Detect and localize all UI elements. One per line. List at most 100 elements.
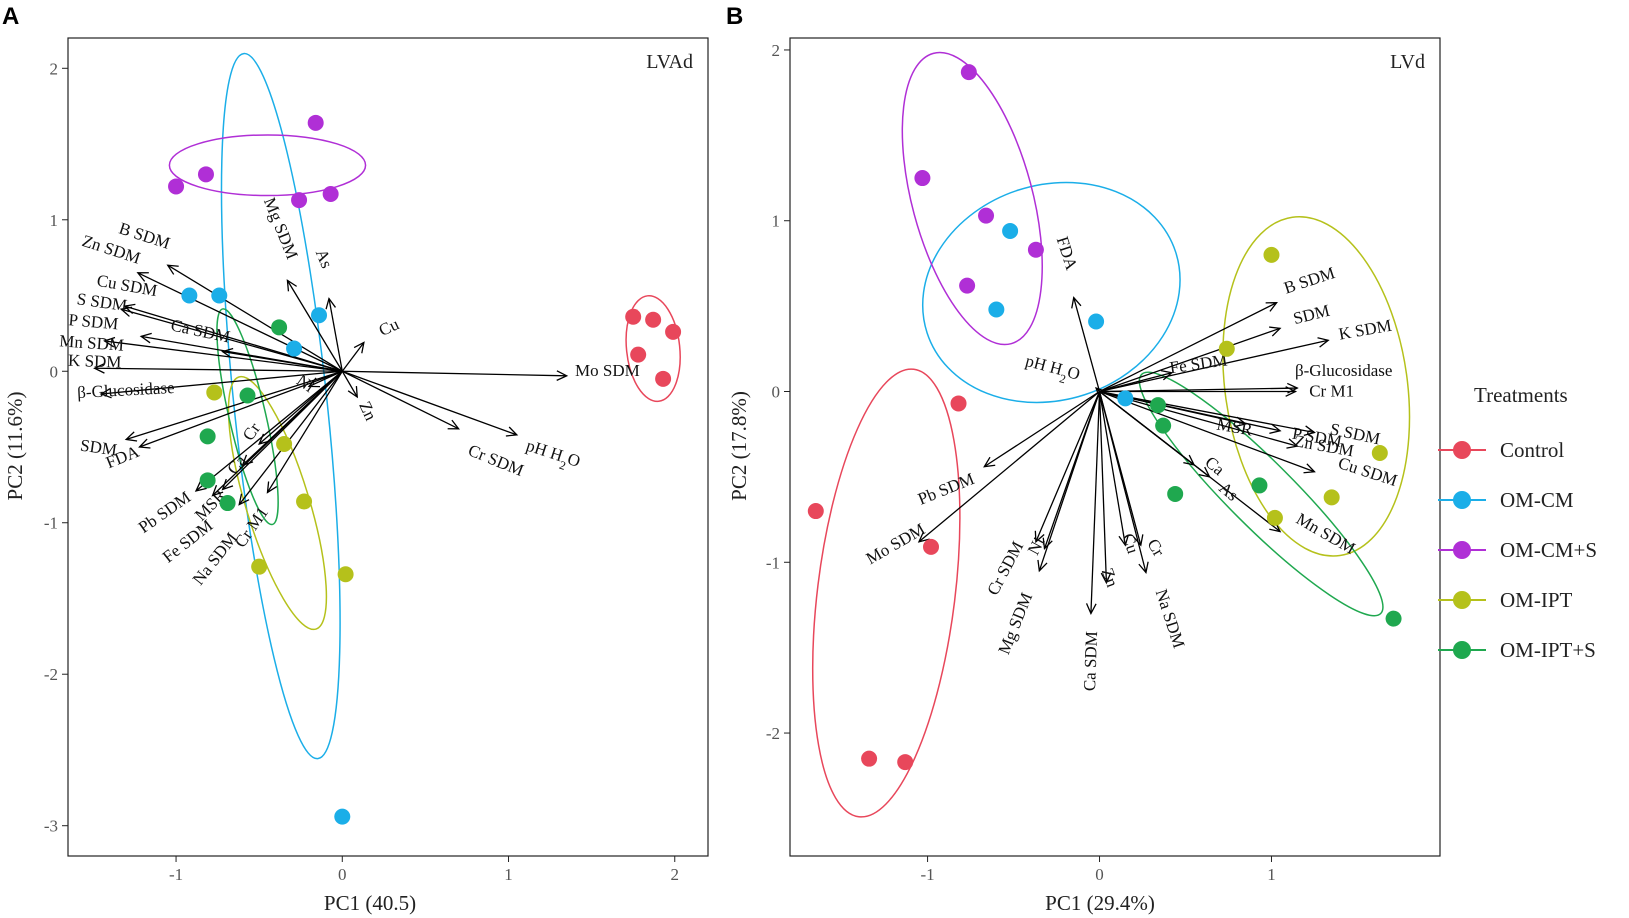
legend-label-control: Control — [1500, 438, 1564, 462]
loading-vector-zn — [1098, 391, 1108, 583]
ellipse-control — [811, 368, 961, 818]
panel-b-title: LVd — [1390, 51, 1425, 73]
point-om-cm-s — [978, 207, 995, 224]
panel-b-x-axis-title: PC1 (29.4%) — [1045, 891, 1155, 915]
loading-vector-zn — [341, 370, 358, 398]
arrowhead-msr — [221, 478, 234, 491]
panel-b-letter: B — [726, 3, 743, 30]
loading-vector-ca-sdm — [222, 350, 343, 372]
point-om-ipt-s — [1155, 417, 1172, 434]
point-om-ipt-s — [199, 428, 216, 445]
arrowhead-ca-sdm — [1085, 603, 1097, 615]
loading-label-ph-h2o: pH H2O — [522, 436, 583, 477]
point-om-cm-s — [291, 192, 308, 209]
arrowhead-cu — [353, 341, 365, 354]
point-om-cm — [311, 307, 328, 324]
point-control — [630, 346, 647, 363]
point-om-cm — [1117, 390, 1134, 407]
x-tick-label: 1 — [1267, 865, 1276, 884]
loading-vector-mg-sdm — [1038, 391, 1101, 572]
loading-vector-na-sdm — [1098, 391, 1147, 573]
loading-label-zn: Zn — [1098, 565, 1122, 590]
y-tick-label: 1 — [50, 211, 59, 230]
loading-vector-s-sdm — [121, 308, 343, 372]
arrowhead-mo-sdm — [556, 370, 569, 381]
point-om-cm-s — [168, 178, 185, 195]
loading-label-pb-sdm: Pb SDM — [915, 469, 977, 509]
y-tick-label: -3 — [44, 817, 58, 836]
loading-vector-cu-sdm — [1099, 390, 1315, 473]
panel-a-x-axis-title: PC1 (40.5) — [324, 891, 416, 915]
arrowhead-cr-sdm — [447, 419, 460, 430]
panel-a-ellipses — [168, 52, 681, 760]
loading-label-cu: Cu — [376, 314, 402, 340]
arrowhead-na-sdm — [1138, 561, 1149, 574]
loading-vector-zn-sdm — [137, 272, 343, 372]
loading-label-pb-sdm: Pb SDM — [135, 487, 194, 536]
loading-vector-na-sdm — [238, 370, 343, 505]
arrowhead-mg-sdm — [286, 279, 297, 292]
loading-label-b-sdm: B SDM — [1281, 263, 1337, 297]
point-om-ipt — [251, 558, 268, 575]
loading-label-ph-h2o: pH H2O — [1022, 351, 1082, 390]
arrowhead-b-sdm — [1265, 302, 1278, 312]
loading-label-p-sdm: P SDM — [68, 310, 119, 333]
loading-vector-glucosidase — [101, 370, 343, 395]
arrowhead-zn-sdm — [1286, 438, 1299, 449]
legend-dot-om-cm-s — [1453, 541, 1471, 559]
loading-vector-mg-sdm — [286, 280, 343, 372]
point-om-ipt — [296, 493, 313, 510]
point-om-ipt — [1371, 444, 1388, 461]
point-om-cm-s — [959, 277, 976, 294]
loading-vector-cu — [1098, 391, 1126, 546]
loading-vector-cu — [341, 342, 365, 372]
loading-vector-fda — [139, 370, 343, 448]
loading-label-cu-sdm: Cu SDM — [1336, 453, 1400, 490]
arrowhead-zn-sdm — [136, 272, 149, 282]
legend-title: Treatments — [1474, 383, 1568, 407]
loading-label-zn: Zn — [355, 398, 380, 424]
panel-a-letter: A — [2, 3, 19, 30]
point-om-ipt-s — [1167, 485, 1184, 502]
arrowhead-cr — [1133, 534, 1144, 547]
arrowhead-cr-m1 — [266, 481, 278, 494]
loading-label-as: As — [1215, 478, 1242, 505]
loading-label-glucosidase: β-Glucosidase — [1295, 361, 1392, 380]
loading-vector-s-sdm — [1099, 390, 1315, 434]
arrowhead-glucosidase — [99, 387, 112, 399]
loading-label-sdm: SDM — [79, 436, 118, 460]
point-control — [807, 503, 824, 520]
loading-vector-ph-h2o — [342, 370, 518, 436]
ellipse-om-cm — [220, 52, 341, 760]
arrowhead-s-sdm — [119, 306, 133, 317]
x-tick-label: 0 — [338, 865, 347, 884]
arrowhead-fda — [1071, 296, 1082, 309]
panel-a-plot-frame — [67, 37, 709, 857]
arrowhead-pb-sdm — [194, 480, 207, 492]
loading-vector-fda — [1073, 297, 1101, 392]
arrowhead-k-sdm — [93, 362, 105, 374]
arrowhead-mn-sdm — [103, 336, 116, 348]
x-tick-label: -1 — [920, 865, 934, 884]
x-tick-label: 1 — [504, 865, 513, 884]
ellipse-om-ipt — [1222, 216, 1411, 557]
panel-b-plot-frame — [789, 37, 1441, 857]
point-om-cm-s — [322, 186, 339, 203]
loading-vector-as — [328, 298, 343, 372]
panel-a-y-axis-title: PC2 (11.6%) — [3, 392, 27, 501]
point-control — [625, 308, 642, 325]
loading-label-cr-m1: Cr M1 — [1309, 382, 1354, 401]
loading-label-fe-sdm: Fe SDM — [1168, 350, 1228, 377]
loading-vector-as — [1099, 390, 1210, 478]
treatments-legend: Treatments Control OM-CM OM-CM+S OM-IPT OM-I… — [1438, 383, 1597, 662]
loading-vector-fe-sdm — [1099, 372, 1172, 393]
loading-label-mo-sdm: Mo SDM — [863, 519, 929, 568]
loading-label-mn-sdm: Mn SDM — [1293, 509, 1359, 558]
point-om-cm — [181, 287, 198, 304]
point-control — [665, 323, 682, 340]
ellipse-om-ipt-s — [216, 308, 279, 526]
point-om-ipt-s — [239, 387, 256, 404]
arrowhead-cr-m1 — [1285, 386, 1298, 397]
